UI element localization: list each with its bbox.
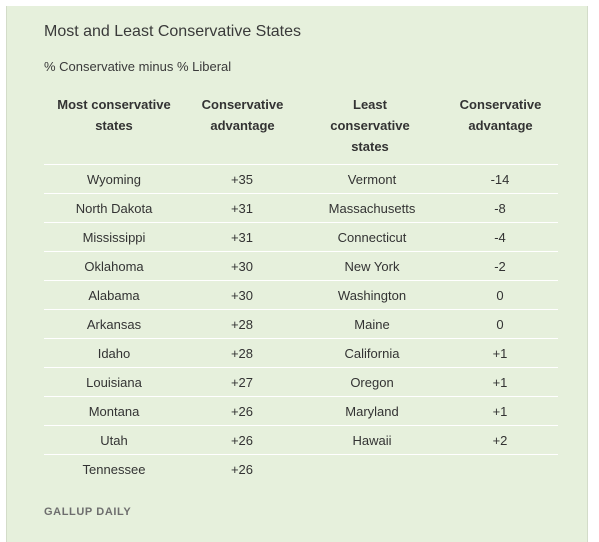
most-conservative-state: Tennessee: [82, 462, 146, 477]
table-row: Montana +26 Maryland +1: [44, 397, 558, 426]
chart-subtitle: % Conservative minus % Liberal: [44, 59, 232, 74]
table-row: Arkansas +28 Maine 0: [44, 310, 558, 339]
most-conservative-state: Wyoming: [86, 172, 142, 187]
row-divider: [44, 251, 558, 252]
row-divider: [44, 193, 558, 194]
most-advantage-value: +26: [230, 404, 254, 419]
row-divider: [44, 338, 558, 339]
least-advantage-value: +1: [492, 346, 508, 361]
most-advantage-value: +30: [230, 288, 254, 303]
most-conservative-state: Alabama: [88, 288, 140, 303]
least-advantage-value: 0: [496, 288, 504, 303]
least-conservative-state: Massachusetts: [328, 201, 416, 216]
least-conservative-state: Washington: [337, 288, 407, 303]
row-divider: [44, 454, 558, 455]
most-advantage-value: +28: [230, 346, 254, 361]
least-conservative-state: Hawaii: [352, 433, 392, 448]
table-row: Mississippi +31 Connecticut -4: [44, 223, 558, 252]
least-advantage-value: [435, 455, 565, 484]
most-advantage-value: +35: [230, 172, 254, 187]
most-conservative-state: Idaho: [97, 346, 131, 361]
row-divider: [44, 309, 558, 310]
column-header-least-conservative-states: Least conservative states: [330, 97, 410, 154]
least-conservative-state: Maine: [354, 317, 390, 332]
least-advantage-value: -14: [490, 172, 510, 187]
least-advantage-value: -4: [494, 230, 506, 245]
most-advantage-value: +31: [230, 201, 254, 216]
row-divider: [44, 396, 558, 397]
table-row: Alabama +30 Washington 0: [44, 281, 558, 310]
most-conservative-state: Louisiana: [86, 375, 142, 390]
least-conservative-state: Oregon: [350, 375, 394, 390]
table-row: Louisiana +27 Oregon +1: [44, 368, 558, 397]
most-conservative-state: North Dakota: [75, 201, 153, 216]
least-conservative-state: California: [344, 346, 400, 361]
row-divider: [44, 367, 558, 368]
least-advantage-value: +1: [492, 404, 508, 419]
most-conservative-state: Mississippi: [82, 230, 146, 245]
least-conservative-state: Connecticut: [337, 230, 407, 245]
least-advantage-value: -8: [494, 201, 506, 216]
table-row: North Dakota +31 Massachusetts -8: [44, 194, 558, 223]
row-divider: [44, 425, 558, 426]
most-advantage-value: +26: [230, 462, 254, 477]
row-divider: [44, 222, 558, 223]
table-row: Wyoming +35 Vermont -14: [44, 165, 558, 194]
least-advantage-value: 0: [496, 317, 504, 332]
chart-title: Most and Least Conservative States: [44, 23, 302, 40]
least-advantage-value: +2: [492, 433, 508, 448]
most-advantage-value: +26: [230, 433, 254, 448]
most-advantage-value: +30: [230, 259, 254, 274]
most-advantage-value: +28: [230, 317, 254, 332]
most-advantage-value: +31: [230, 230, 254, 245]
least-conservative-state: Vermont: [347, 172, 397, 187]
least-conservative-state: [307, 455, 437, 484]
least-advantage-value: +1: [492, 375, 508, 390]
column-header-conservative-advantage-most: Conservative advantage: [201, 97, 284, 133]
row-divider: [44, 164, 558, 165]
most-conservative-state: Arkansas: [86, 317, 142, 332]
column-header-most-conservative-states: Most conservative states: [57, 97, 171, 133]
most-conservative-state: Montana: [88, 404, 140, 419]
source-label: GALLUP DAILY: [44, 506, 132, 518]
table-panel: Most and Least Conservative States % Con…: [6, 6, 588, 542]
table-row: Tennessee +26: [44, 455, 558, 484]
row-divider: [44, 280, 558, 281]
most-advantage-value: +27: [230, 375, 254, 390]
table-row: Utah +26 Hawaii +2: [44, 426, 558, 455]
column-header-conservative-advantage-least: Conservative advantage: [459, 97, 542, 133]
table-row: Idaho +28 California +1: [44, 339, 558, 368]
table-row: Oklahoma +30 New York -2: [44, 252, 558, 281]
most-conservative-state: Oklahoma: [84, 259, 144, 274]
least-conservative-state: New York: [344, 259, 400, 274]
least-conservative-state: Maryland: [345, 404, 399, 419]
most-conservative-state: Utah: [100, 433, 128, 448]
least-advantage-value: -2: [494, 259, 506, 274]
